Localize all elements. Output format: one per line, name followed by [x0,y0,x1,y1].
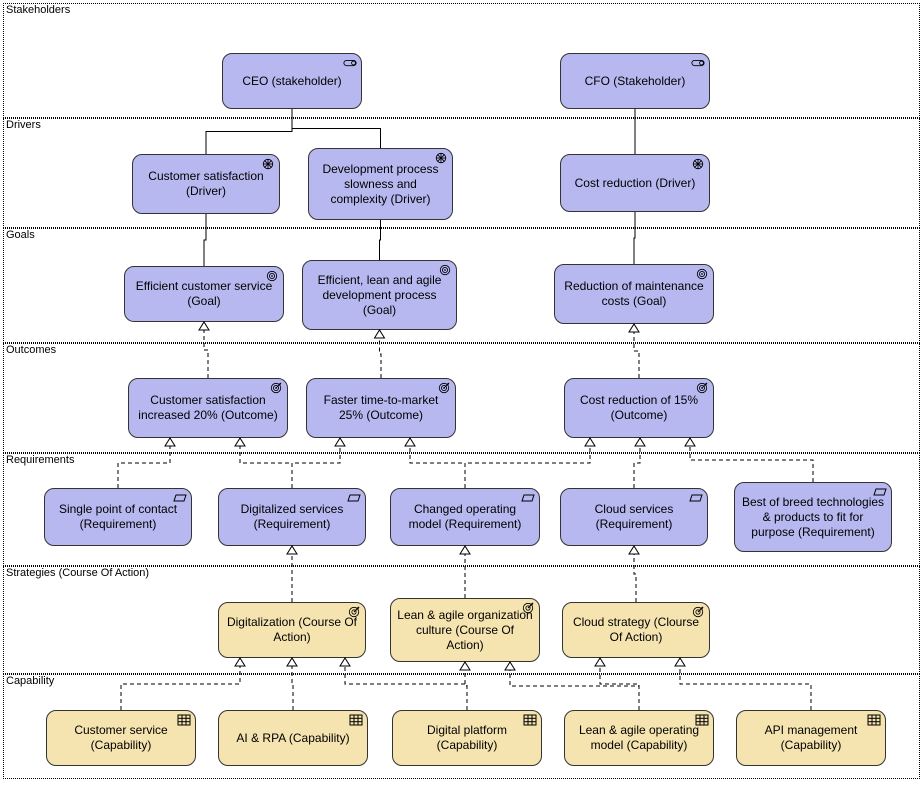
lane-label: Strategies (Course Of Action) [6,567,149,579]
node-label: Cloud strategy (Clourse Of Action) [569,615,703,645]
node-label: Faster time-to-market 25% (Outcome) [313,393,449,423]
node-g3[interactable]: Reduction of maintenance costs (Goal) [554,264,714,324]
node-label: Efficient customer service (Goal) [131,279,277,309]
node-label: API management (Capability) [743,723,879,753]
lane-stakeholders: Stakeholders [3,3,920,118]
lane-label: Drivers [6,119,41,131]
node-label: Changed operating model (Requirement) [397,502,533,532]
node-label: Customer satisfaction increased 20% (Out… [135,393,281,423]
node-label: Digital platform (Capability) [399,723,535,753]
node-label: Development process slowness and complex… [315,162,446,207]
lane-label: Goals [6,229,35,241]
node-g1[interactable]: Efficient customer service (Goal) [124,266,284,322]
node-label: AI & RPA (Capability) [236,731,349,746]
node-label: Digitalization (Course Of Action) [225,615,359,645]
node-ceo[interactable]: CEO (stakeholder) [222,53,362,109]
node-label: Cloud services (Requirement) [567,502,701,532]
node-label: Lean & agile organization culture (Cours… [397,608,533,653]
diagram-canvas: Stakeholders Drivers Goals Outcomes Requirem… [0,0,923,788]
lane-label: Stakeholders [6,4,70,16]
node-label: CFO (Stakeholder) [585,74,686,89]
node-label: Customer service (Capability) [53,723,189,753]
node-c3[interactable]: Digital platform (Capability) [392,710,542,766]
node-o3[interactable]: Cost reduction of 15% (Outcome) [564,378,714,438]
node-g2[interactable]: Efficient, lean and agile development pr… [302,260,457,330]
node-label: Reduction of maintenance costs (Goal) [561,279,707,309]
node-r3[interactable]: Changed operating model (Requirement) [390,488,540,546]
node-r1[interactable]: Single point of contact (Requirement) [44,488,192,546]
node-c1[interactable]: Customer service (Capability) [46,710,196,766]
node-label: Best of breed technologies & products to… [741,495,885,540]
node-r5[interactable]: Best of breed technologies & products to… [734,482,892,552]
node-s3[interactable]: Cloud strategy (Clourse Of Action) [562,602,710,658]
node-cfo[interactable]: CFO (Stakeholder) [560,53,710,109]
node-label: Cost reduction (Driver) [575,176,696,191]
node-d3[interactable]: Cost reduction (Driver) [560,154,710,212]
node-label: Digitalized services (Requirement) [225,502,359,532]
node-r2[interactable]: Digitalized services (Requirement) [218,488,366,546]
node-o2[interactable]: Faster time-to-market 25% (Outcome) [306,378,456,438]
node-d1[interactable]: Customer satisfaction (Driver) [132,154,280,214]
node-label: Single point of contact (Requirement) [51,502,185,532]
node-label: Cost reduction of 15% (Outcome) [571,393,707,423]
node-d2[interactable]: Development process slowness and complex… [308,148,453,220]
node-label: Lean & agile operating model (Capability… [571,723,707,753]
node-s2[interactable]: Lean & agile organization culture (Cours… [390,598,540,662]
node-c5[interactable]: API management (Capability) [736,710,886,766]
node-label: Efficient, lean and agile development pr… [309,273,450,318]
node-s1[interactable]: Digitalization (Course Of Action) [218,602,366,658]
lane-label: Outcomes [6,344,56,356]
node-r4[interactable]: Cloud services (Requirement) [560,488,708,546]
node-c2[interactable]: AI & RPA (Capability) [218,710,368,766]
node-c4[interactable]: Lean & agile operating model (Capability… [564,710,714,766]
lane-label: Requirements [6,454,74,466]
lane-label: Capability [6,675,54,687]
node-label: Customer satisfaction (Driver) [139,169,273,199]
node-o1[interactable]: Customer satisfaction increased 20% (Out… [128,378,288,438]
node-label: CEO (stakeholder) [242,74,341,89]
